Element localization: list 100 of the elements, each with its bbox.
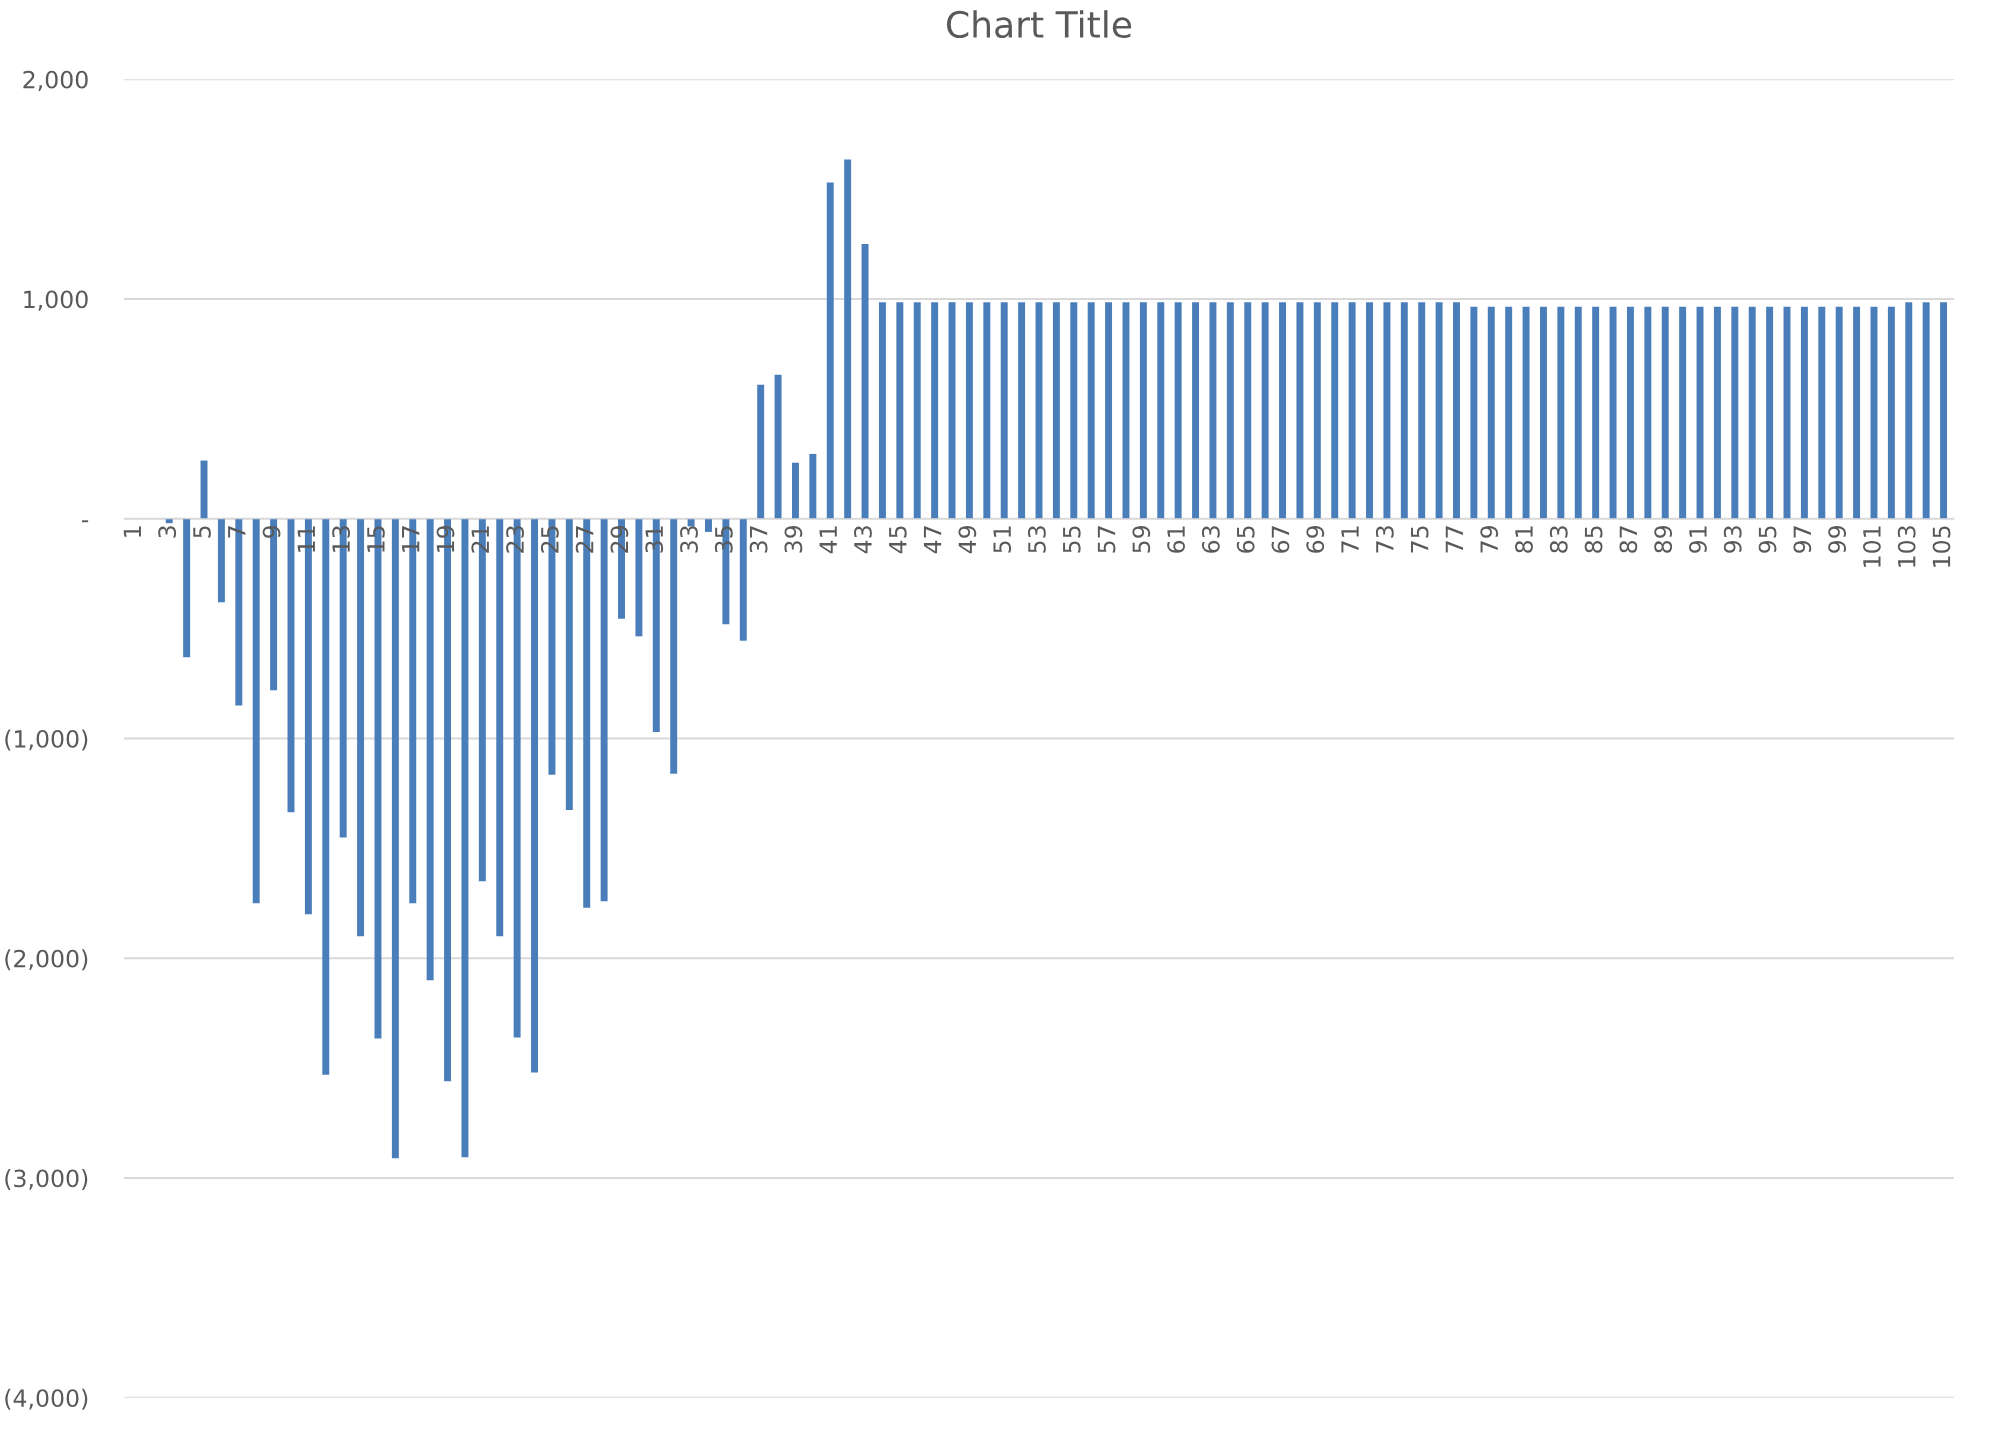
bar bbox=[1887, 306, 1895, 519]
bar bbox=[1209, 302, 1217, 519]
bar bbox=[791, 462, 799, 519]
bar bbox=[1453, 302, 1460, 519]
bar bbox=[1592, 306, 1600, 519]
bar bbox=[1400, 302, 1408, 519]
x-tick-label: 27 bbox=[575, 526, 594, 553]
bar bbox=[861, 244, 869, 519]
x-tick-label: 53 bbox=[1027, 526, 1046, 553]
bar bbox=[1505, 306, 1513, 519]
bar bbox=[948, 302, 956, 519]
x-tick-label: 41 bbox=[819, 526, 837, 554]
bar bbox=[965, 302, 973, 519]
bar bbox=[1157, 302, 1165, 519]
x-tick-label: 93 bbox=[1723, 526, 1742, 553]
x-tick-label: 13 bbox=[332, 526, 351, 552]
y-tick-label: (3,000) bbox=[5, 1169, 88, 1191]
bar bbox=[252, 518, 260, 904]
y-tick-label: 1,000 bbox=[24, 290, 88, 311]
x-tick-label: 85 bbox=[1584, 526, 1603, 553]
y-tick-label: (1,000) bbox=[5, 729, 88, 751]
bar bbox=[757, 384, 765, 519]
bar bbox=[844, 159, 852, 519]
x-tick-label: 67 bbox=[1271, 526, 1290, 553]
x-tick-label: 23 bbox=[506, 526, 524, 553]
bar bbox=[1070, 302, 1078, 519]
bar bbox=[1539, 306, 1547, 519]
bar bbox=[670, 518, 678, 774]
bar bbox=[1313, 302, 1321, 519]
x-tick-label: 3 bbox=[158, 526, 177, 538]
bar bbox=[165, 518, 173, 524]
bar bbox=[1835, 306, 1843, 519]
y-tick-label: (4,000) bbox=[5, 1388, 88, 1410]
x-tick-label: 79 bbox=[1480, 525, 1499, 553]
bar bbox=[1748, 306, 1756, 519]
bar bbox=[1522, 306, 1530, 519]
bar bbox=[565, 518, 573, 810]
x-tick-label: 39 bbox=[784, 525, 803, 553]
bar bbox=[1331, 302, 1339, 519]
x-tick-label: 61 bbox=[1167, 526, 1186, 553]
bar bbox=[1174, 302, 1182, 519]
bar bbox=[600, 518, 608, 902]
chart-title: Chart Title bbox=[946, 10, 1132, 39]
bar bbox=[1052, 302, 1060, 519]
bar bbox=[687, 518, 695, 527]
bar bbox=[1226, 302, 1234, 519]
bar bbox=[739, 518, 747, 641]
bar bbox=[1366, 302, 1373, 519]
bar bbox=[426, 518, 434, 981]
bar bbox=[1018, 302, 1026, 519]
x-tick-label: 55 bbox=[1063, 526, 1081, 553]
bar bbox=[1470, 306, 1478, 519]
x-tick-label: 89 bbox=[1654, 525, 1673, 553]
bar bbox=[1487, 306, 1495, 519]
bar bbox=[1818, 306, 1826, 519]
x-tick-label: 49 bbox=[958, 525, 977, 554]
x-tick-label: 43 bbox=[854, 526, 872, 554]
x-tick-label: 91 bbox=[1689, 526, 1707, 553]
bar bbox=[1383, 302, 1391, 519]
x-tick-label: 33 bbox=[680, 526, 698, 553]
bar bbox=[1696, 306, 1704, 519]
bar bbox=[1766, 306, 1774, 519]
x-tick-label: 81 bbox=[1515, 526, 1533, 553]
bar bbox=[1348, 302, 1356, 519]
x-tick-label: 59 bbox=[1132, 525, 1151, 553]
x-tick-label: 75 bbox=[1411, 526, 1429, 553]
bar bbox=[1922, 302, 1930, 519]
bar bbox=[1661, 306, 1669, 519]
bar bbox=[531, 518, 539, 1073]
bar bbox=[896, 302, 904, 519]
bar bbox=[1853, 306, 1861, 519]
bar bbox=[1905, 302, 1913, 519]
x-tick-label: 97 bbox=[1793, 526, 1812, 553]
bar bbox=[1279, 302, 1287, 519]
x-tick-label: 7 bbox=[228, 526, 246, 538]
bar bbox=[931, 302, 939, 519]
y-tick-label: - bbox=[81, 520, 89, 523]
bar bbox=[809, 453, 817, 519]
bar bbox=[322, 518, 330, 1075]
bar bbox=[826, 182, 834, 519]
bar bbox=[1418, 302, 1426, 519]
x-tick-label: 37 bbox=[749, 526, 768, 553]
x-tick-label: 5 bbox=[193, 526, 211, 538]
x-tick-label: 87 bbox=[1619, 526, 1638, 553]
x-tick-label: 103 bbox=[1897, 526, 1916, 567]
x-tick-label: 63 bbox=[1201, 526, 1220, 553]
x-tick-label: 19 bbox=[436, 525, 455, 552]
bar bbox=[1800, 306, 1808, 519]
x-tick-label: 47 bbox=[923, 526, 942, 554]
bar bbox=[496, 518, 504, 937]
x-tick-label: 99 bbox=[1828, 525, 1847, 553]
x-tick-label: 101 bbox=[1862, 526, 1881, 567]
x-tick-label: 11 bbox=[297, 526, 315, 552]
bar bbox=[774, 374, 782, 519]
bar bbox=[1105, 302, 1113, 519]
x-tick-label: 31 bbox=[645, 526, 664, 553]
bar bbox=[391, 518, 399, 1159]
bar bbox=[1435, 302, 1443, 519]
bar bbox=[357, 518, 365, 937]
x-tick-label: 45 bbox=[889, 526, 907, 554]
